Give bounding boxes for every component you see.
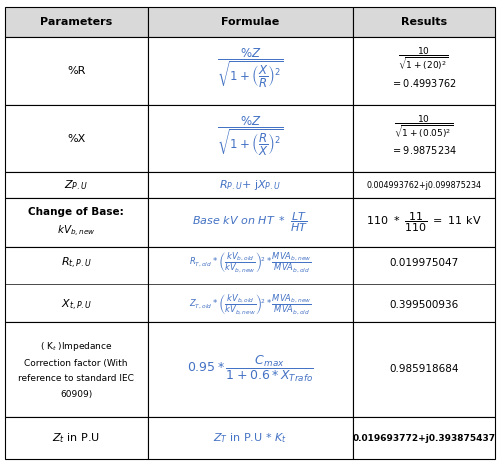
Bar (148, 105, 352, 172)
Text: $kV_{b,new}$: $kV_{b,new}$ (57, 224, 96, 240)
Text: 0.004993762+j0.099875234: 0.004993762+j0.099875234 (366, 181, 481, 190)
Text: %R: %R (67, 66, 86, 76)
Bar (352, 247, 495, 322)
Bar (5, 7, 148, 37)
Bar (5, 417, 148, 459)
Bar (148, 322, 352, 417)
Text: Parameters: Parameters (40, 17, 113, 27)
Text: $\dfrac{\%Z}{\sqrt{1+\left(\dfrac{X}{R}\right)^2}}$: $\dfrac{\%Z}{\sqrt{1+\left(\dfrac{X}{R}\… (216, 47, 284, 90)
Text: Change of Base:: Change of Base: (28, 207, 124, 217)
Text: $\dfrac{10}{\sqrt{1+(0.05)^2}}$: $\dfrac{10}{\sqrt{1+(0.05)^2}}$ (394, 113, 454, 141)
Text: $Z_T$ in P.U * $K_t$: $Z_T$ in P.U * $K_t$ (213, 431, 287, 445)
Text: $X_{t,P.U}$: $X_{t,P.U}$ (60, 298, 92, 313)
Bar (148, 247, 352, 322)
Text: 0.019975047: 0.019975047 (389, 258, 458, 268)
Bar (5, 247, 148, 322)
Bar (148, 198, 352, 247)
Text: $R_{t,P.U}$: $R_{t,P.U}$ (61, 256, 92, 271)
Bar (5, 105, 148, 172)
Bar (352, 417, 495, 459)
Text: ( K$_t$ )Impedance

Correction factor (With

reference to standard IEC

60909): ( K$_t$ )Impedance Correction factor (Wi… (18, 340, 134, 398)
Bar (352, 37, 495, 105)
Text: $Z_{T,old}*\left(\dfrac{kV_{b,old}}{kV_{b,new}}\right)^{\!2}*\dfrac{MVA_{b,new}}: $Z_{T,old}*\left(\dfrac{kV_{b,old}}{kV_{… (188, 293, 312, 317)
Text: $\dfrac{\%Z}{\sqrt{1+\left(\dfrac{R}{X}\right)^2}}$: $\dfrac{\%Z}{\sqrt{1+\left(\dfrac{R}{X}\… (216, 115, 284, 158)
Text: $\mathit{Base\ kV\ on\ HT}\ *\ \dfrac{LT}{HT}$: $\mathit{Base\ kV\ on\ HT}\ *\ \dfrac{LT… (192, 211, 308, 234)
Text: $Z_{P.U}$: $Z_{P.U}$ (64, 178, 88, 192)
Bar (5, 37, 148, 105)
Bar (5, 322, 148, 417)
Text: 0.399500936: 0.399500936 (389, 300, 458, 310)
Text: $\dfrac{10}{\sqrt{1+(20)^2}}$: $\dfrac{10}{\sqrt{1+(20)^2}}$ (398, 46, 449, 73)
Text: 0.985918684: 0.985918684 (389, 364, 458, 374)
Text: 0.019693772+j0.393875437: 0.019693772+j0.393875437 (352, 433, 496, 443)
Text: %X: %X (67, 134, 86, 144)
Bar (352, 172, 495, 198)
Text: Formulae: Formulae (221, 17, 279, 27)
Text: $R_{T,old}*\left(\dfrac{kV_{b,old}}{kV_{b,new}}\right)^{\!2}*\dfrac{MVA_{b,new}}: $R_{T,old}*\left(\dfrac{kV_{b,old}}{kV_{… (188, 251, 312, 275)
Bar (352, 7, 495, 37)
Text: $Z_t$ in P.U: $Z_t$ in P.U (52, 431, 100, 445)
Text: $= 0.4993762$: $= 0.4993762$ (391, 77, 456, 89)
Bar (352, 322, 495, 417)
Text: Results: Results (400, 17, 447, 27)
Text: $0.95*\dfrac{C_{max}}{1+0.6*X_{Trafo}}$: $0.95*\dfrac{C_{max}}{1+0.6*X_{Trafo}}$ (186, 354, 314, 384)
Bar (5, 198, 148, 247)
Bar (5, 172, 148, 198)
Bar (148, 7, 352, 37)
Text: $R_{P.U}$+ j$X_{P.U}$: $R_{P.U}$+ j$X_{P.U}$ (219, 178, 281, 192)
Bar (148, 37, 352, 105)
Bar (352, 198, 495, 247)
Bar (352, 105, 495, 172)
Bar (148, 172, 352, 198)
Text: $110\ *\ \dfrac{11}{110}\ =\ 11\ \mathrm{kV}$: $110\ *\ \dfrac{11}{110}\ =\ 11\ \mathrm… (366, 211, 482, 234)
Bar (148, 417, 352, 459)
Text: $= 9.9875234$: $= 9.9875234$ (390, 144, 457, 156)
